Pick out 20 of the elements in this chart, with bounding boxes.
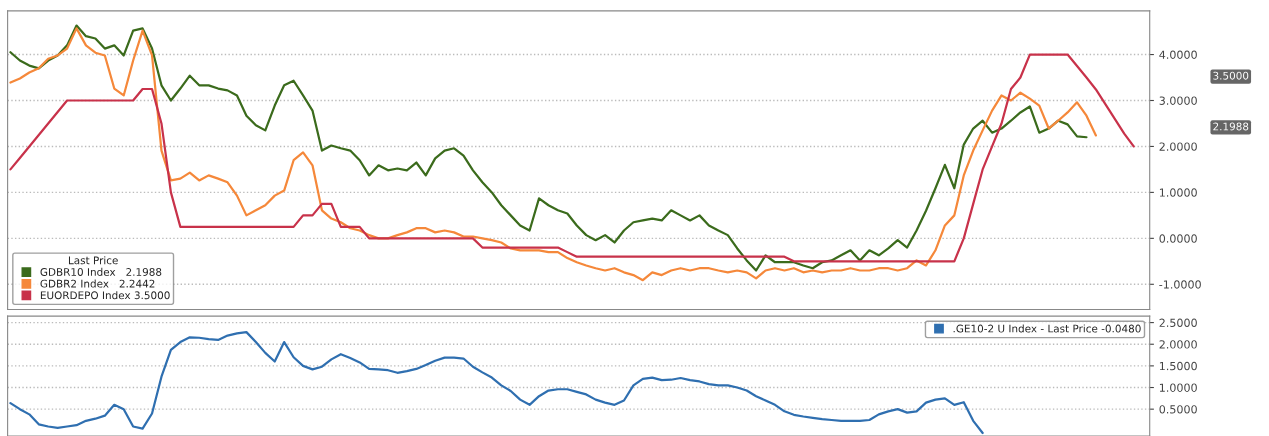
- y-tick-label: -1.0000: [1159, 280, 1201, 289]
- y-tick-label: 4.0000: [1159, 50, 1197, 59]
- y-tick-label: 1.0000: [1159, 383, 1197, 392]
- legend-label: GDBR2 Index 2.2442: [40, 279, 155, 288]
- line-series: [9, 53, 1135, 263]
- y-tick-label: 2.5000: [1159, 318, 1197, 327]
- text: 3.5000: [1213, 71, 1249, 80]
- y-tick-label: 3.0000: [1159, 96, 1197, 105]
- y-tick-label: 1.5000: [1159, 361, 1197, 371]
- legend-title: Last Price: [68, 256, 118, 265]
- y-tick-label: 2.0000: [1159, 142, 1197, 151]
- y-tick-label: 0.0000: [1159, 234, 1197, 243]
- y-tick-label: 0.5000: [1159, 405, 1197, 414]
- line-series: [9, 331, 984, 435]
- legend-label: GDBR10 Index 2.1988: [40, 267, 162, 276]
- y-tick-label: 1.0000: [1159, 188, 1197, 197]
- text: 2.1988: [1213, 122, 1249, 131]
- y-tick-label: 2.0000: [1159, 340, 1197, 349]
- legend-label: EUORDEPO Index 3.5000: [40, 291, 170, 300]
- legend-label: .GE10-2 U Index - Last Price -0.0480: [953, 324, 1141, 333]
